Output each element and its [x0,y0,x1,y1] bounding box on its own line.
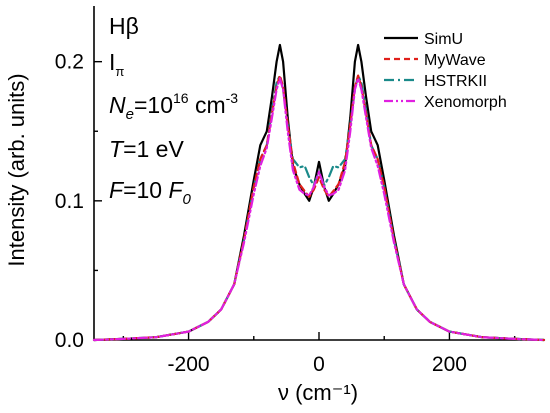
legend: SimU MyWave HSTRKII Xenomorph [384,31,507,111]
annot-density-exp: 16 [173,90,189,106]
x-tick-label: 0 [313,353,325,376]
annot-component-sub: π [115,64,124,79]
annot-density: Ne=1016 cm-3 [109,90,238,123]
annot-temperature-symbol: T [109,136,125,162]
annot-field-unit-symbol: F [168,177,184,203]
annot-density-eq: =10 [134,92,173,118]
annot-field-value: =10 [123,177,168,203]
annot-temperature: T=1 eV [109,136,184,162]
y-tick-label: 0.2 [55,51,84,74]
x-ticks: -200 0 200 [122,332,516,376]
y-tick-label: 0.1 [55,190,84,213]
series-lines [92,43,546,342]
annot-line-name: Hβ [109,13,139,39]
legend-label: Xenomorph [424,94,507,111]
y-tick-label: 0.0 [55,329,84,352]
annot-density-unit-exp: -3 [226,90,239,106]
annot-field-unit-sub: 0 [183,191,192,208]
annot-component: Iπ [109,49,124,79]
y-axis-title: Intensity (arb. units) [4,73,29,266]
x-tick-label: -200 [168,353,210,376]
annot-component-base: I [109,49,115,75]
annot-temperature-value: =1 eV [123,136,184,162]
annot-field-symbol: F [109,177,125,203]
annot-density-unit: cm [189,92,226,118]
annot-density-sub: e [126,106,134,123]
legend-label: HSTRKII [424,73,487,90]
legend-label: MyWave [424,52,486,69]
annot-field: F=10 F0 [109,177,192,208]
condition-annotations: Hβ Iπ Ne=1016 cm-3 T=1 eV F=10 F0 [109,13,238,208]
x-tick-label: 200 [432,353,467,376]
annot-density-symbol: N [109,92,126,118]
series-line-xenomorph [92,77,546,342]
y-ticks: 0.0 0.1 0.2 [55,51,102,352]
legend-label: SimU [424,31,463,48]
x-axis-title: ν (cm⁻¹) [278,380,358,405]
